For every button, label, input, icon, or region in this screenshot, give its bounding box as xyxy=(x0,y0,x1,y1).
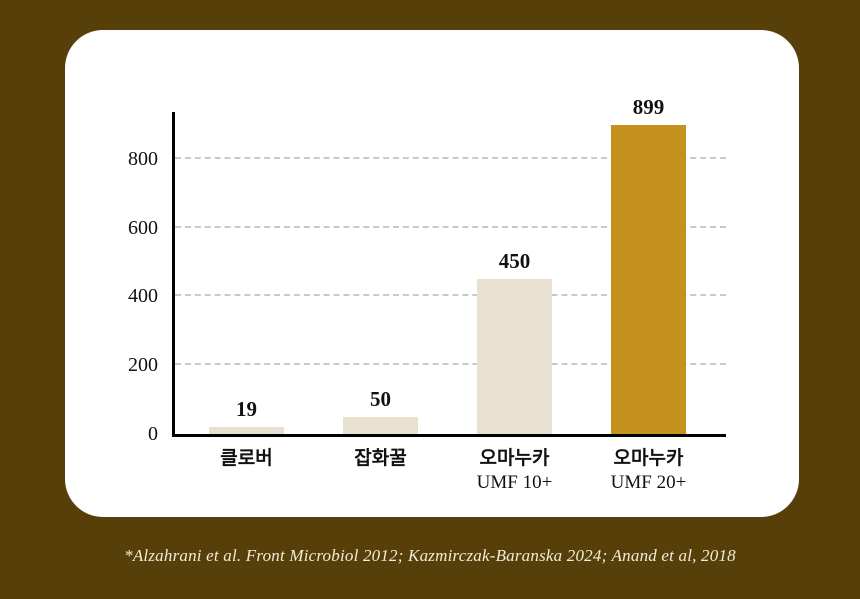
bar-group: 50 xyxy=(343,387,418,434)
chart-card: 0 200 400 600 800 19 클로버 50 잡화꿀 450 오마누카 UMF 10+ 899… xyxy=(65,30,799,517)
y-tick-label-800: 800 xyxy=(128,147,158,170)
bar-value-label: 450 xyxy=(498,249,531,274)
y-tick-label-200: 200 xyxy=(128,354,158,377)
bar-group: 450 xyxy=(477,249,552,434)
x-axis-line xyxy=(172,434,726,437)
bar-value-label: 899 xyxy=(632,94,665,119)
x-axis-label-line: UMF 10+ xyxy=(476,472,553,493)
bar xyxy=(343,416,418,434)
bar-value-label: 50 xyxy=(370,386,391,411)
x-axis-label: 오마누카 UMF 20+ xyxy=(582,447,716,494)
bar-group: 899 xyxy=(611,95,686,434)
bar-value-label: 19 xyxy=(236,397,257,422)
x-axis-label-line: 클로버 xyxy=(220,448,273,469)
y-tick-label-600: 600 xyxy=(128,216,158,239)
x-axis-label: 오마누카 UMF 10+ xyxy=(448,447,582,494)
citation-text: *Alzahrani et al. Front Microbiol 2012; … xyxy=(124,546,736,565)
gridline-200 xyxy=(175,363,726,366)
bar xyxy=(477,279,552,434)
gridline-800 xyxy=(175,156,726,159)
x-axis-label: 잡화꿀 xyxy=(314,447,448,471)
bar xyxy=(611,124,686,434)
gridline-600 xyxy=(175,225,726,228)
y-axis-line xyxy=(172,112,175,437)
gridline-400 xyxy=(175,294,726,297)
plot-area: 0 200 400 600 800 19 클로버 50 잡화꿀 450 오마누카 UMF 10+ 899… xyxy=(128,95,726,493)
y-tick-label-0: 0 xyxy=(148,423,158,445)
x-axis-label-line: 오마누카 xyxy=(479,448,550,469)
y-tick-label-400: 400 xyxy=(128,285,158,308)
bar-group: 19 xyxy=(209,397,284,434)
x-axis-label-line: 오마누카 xyxy=(613,448,684,469)
x-axis-label-line: UMF 20+ xyxy=(610,472,687,493)
bar xyxy=(209,427,284,434)
x-axis-label-line: 잡화꿀 xyxy=(354,448,407,469)
x-axis-label: 클로버 xyxy=(180,447,314,471)
